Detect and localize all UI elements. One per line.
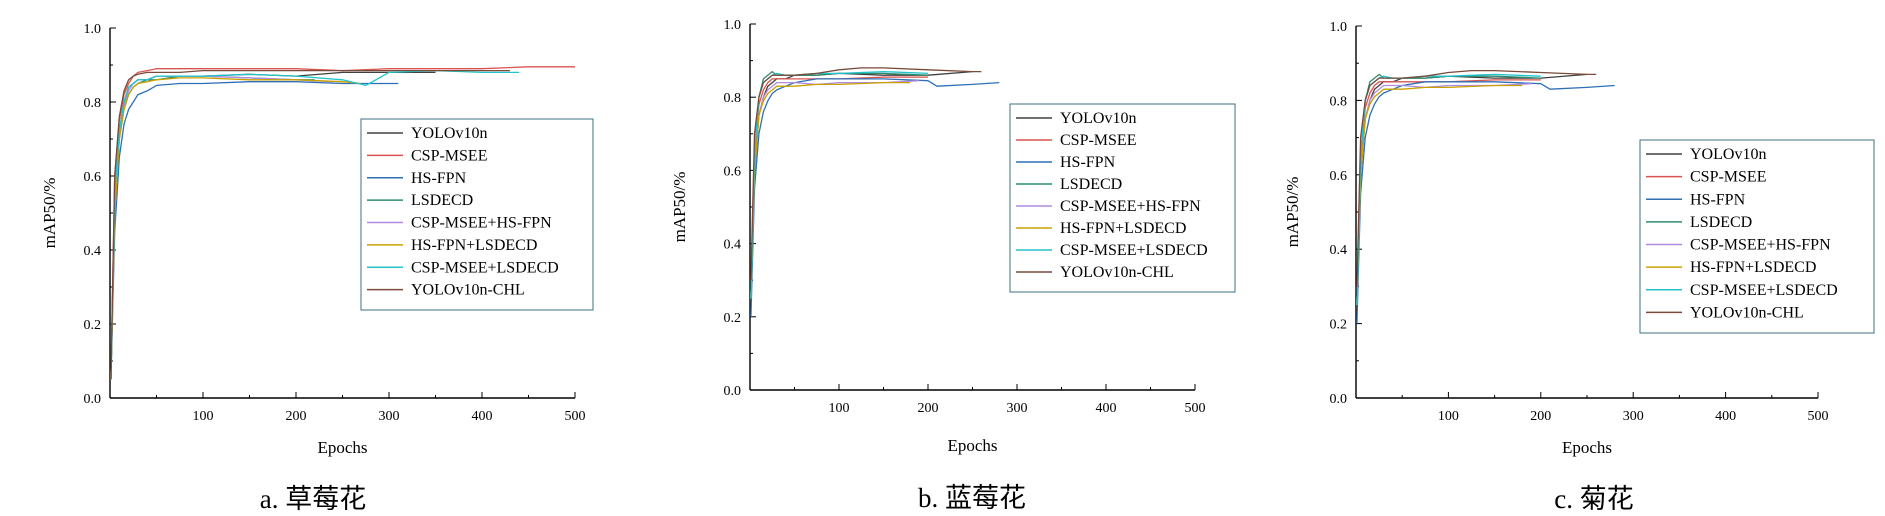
panel-caption: a. 草莓花	[260, 484, 366, 514]
y-tick-label: 0.4	[1330, 243, 1348, 258]
series-line-lsdecd	[110, 75, 315, 380]
series-line-yolov10n	[750, 70, 973, 299]
y-tick-label: 1.0	[1330, 20, 1348, 35]
y-tick-label: 0.2	[1330, 318, 1348, 333]
y-tick-label: 0.0	[1330, 392, 1348, 407]
legend-box	[1009, 103, 1236, 293]
legend-label: LSDECD	[411, 192, 473, 209]
x-tick-label: 300	[1007, 401, 1028, 416]
series-line-hs-fpn	[110, 81, 399, 380]
series-line-yolov10n-chl	[110, 69, 510, 380]
y-tick-label: 0.0	[84, 392, 102, 407]
legend: YOLOv10n CSP-MSEE HS-FPN LSDECD CSP-MSEE+HS-…	[1009, 103, 1236, 293]
legend-label: YOLOv10n-CHL	[411, 282, 525, 299]
y-tick-label: 0.6	[724, 164, 742, 179]
y-tick-label: 1.0	[84, 22, 102, 37]
series-line-hs-fpn-lsdecd	[110, 77, 362, 380]
y-tick-label: 0.8	[84, 96, 102, 111]
series-line-csp-msee-lsdecd	[1356, 73, 1541, 306]
x-tick-label: 400	[1096, 401, 1117, 416]
x-tick-label: 100	[1438, 409, 1459, 424]
series-line-csp-msee	[110, 66, 575, 380]
legend-label: CSP-MSEE	[1690, 169, 1766, 186]
y-tick-label: 0.8	[1330, 94, 1348, 109]
series-line-csp-msee-hs-fpn	[110, 75, 334, 380]
series-line-hs-fpn-lsdecd	[750, 81, 911, 299]
legend-label: HS-FPN	[411, 170, 467, 187]
series-line-yolov10n	[1356, 73, 1588, 306]
legend-label: CSP-MSEE	[1060, 132, 1136, 149]
legend: YOLOv10n CSP-MSEE HS-FPN LSDECD CSP-MSEE+HS-…	[360, 118, 594, 311]
chart-panel-2: 0.0 0.2 0.4 0.6 0.8 1.0 100 200 300 400 500 Epochs m…	[1283, 20, 1875, 514]
chart-panel-0: 0.0 0.2 0.4 0.6 0.8 1.0 100 200 300 400 500 Epochs m…	[40, 22, 594, 514]
legend-box	[360, 118, 594, 311]
legend-label: CSP-MSEE+HS-FPN	[1690, 237, 1831, 254]
x-tick-label: 500	[1808, 409, 1829, 424]
y-tick-label: 0.4	[724, 238, 742, 253]
legend-label: CSP-MSEE+LSDECD	[411, 259, 559, 276]
x-tick-label: 100	[193, 409, 214, 424]
legend-label: YOLOv10n	[1690, 146, 1766, 163]
legend-label: CSP-MSEE	[411, 147, 487, 164]
x-tick-label: 400	[472, 409, 493, 424]
x-axis-title: Epochs	[1562, 438, 1612, 457]
legend-label: LSDECD	[1690, 214, 1752, 231]
y-tick-label: 0.6	[1330, 169, 1348, 184]
legend-label: CSP-MSEE+HS-FPN	[411, 215, 552, 232]
series-line-yolov10n-chl	[1356, 69, 1597, 287]
panel-caption: b. 蓝莓花	[918, 483, 1026, 513]
x-tick-label: 200	[1530, 409, 1551, 424]
x-tick-label: 300	[379, 409, 400, 424]
x-tick-label: 500	[565, 409, 586, 424]
legend: YOLOv10n CSP-MSEE HS-FPN LSDECD CSP-MSEE+HS-…	[1639, 139, 1875, 334]
y-tick-label: 0.2	[724, 311, 742, 326]
panel-caption: c. 菊花	[1554, 484, 1633, 514]
legend-label: YOLOv10n-CHL	[1690, 304, 1804, 321]
y-axis-title: mAP50/%	[670, 172, 689, 243]
legend-label: CSP-MSEE+LSDECD	[1060, 242, 1208, 259]
series-line-yolov10n-chl	[750, 67, 982, 281]
x-tick-label: 200	[286, 409, 307, 424]
legend-label: HS-FPN+LSDECD	[1690, 259, 1816, 276]
series-line-csp-msee-hs-fpn	[750, 80, 920, 299]
y-tick-label: 0.8	[724, 91, 742, 106]
series-line-csp-msee	[1356, 79, 1541, 306]
y-axis-title: mAP50/%	[40, 178, 59, 249]
legend-label: YOLOv10n	[411, 125, 487, 142]
chart-panel-1: 0.0 0.2 0.4 0.6 0.8 1.0 100 200 300 400 500 Epochs m…	[670, 18, 1236, 513]
x-tick-label: 500	[1185, 401, 1206, 416]
series-line-hs-fpn	[1356, 81, 1615, 324]
x-tick-label: 100	[829, 401, 850, 416]
legend-label: YOLOv10n	[1060, 110, 1136, 127]
series-line-csp-msee	[750, 76, 928, 299]
y-tick-label: 0.0	[724, 384, 742, 399]
series-line-csp-msee-hs-fpn	[1356, 83, 1532, 306]
legend-label: CSP-MSEE+LSDECD	[1690, 282, 1838, 299]
legend-label: HS-FPN+LSDECD	[411, 237, 537, 254]
x-tick-label: 200	[918, 401, 939, 416]
y-tick-label: 1.0	[724, 18, 742, 33]
y-tick-label: 0.4	[84, 244, 102, 259]
legend-box	[1639, 139, 1875, 334]
legend-label: YOLOv10n-CHL	[1060, 264, 1174, 281]
series-line-csp-msee-lsdecd	[110, 69, 520, 380]
series-line-lsdecd	[1356, 73, 1541, 306]
legend-label: CSP-MSEE+HS-FPN	[1060, 198, 1201, 215]
y-tick-label: 0.2	[84, 318, 102, 333]
y-axis-title: mAP50/%	[1283, 177, 1302, 248]
x-tick-label: 300	[1623, 409, 1644, 424]
legend-label: LSDECD	[1060, 176, 1122, 193]
series-line-csp-msee-lsdecd	[750, 70, 929, 299]
x-tick-label: 400	[1715, 409, 1736, 424]
legend-label: HS-FPN+LSDECD	[1060, 220, 1186, 237]
x-axis-title: Epochs	[947, 436, 997, 455]
x-axis-title: Epochs	[317, 438, 367, 457]
series-line-hs-fpn-lsdecd	[1356, 84, 1523, 306]
legend-label: HS-FPN	[1060, 154, 1116, 171]
legend-label: HS-FPN	[1690, 191, 1746, 208]
series-line-lsdecd	[750, 70, 929, 299]
series-line-hs-fpn	[750, 78, 1000, 317]
y-tick-label: 0.6	[84, 170, 102, 185]
